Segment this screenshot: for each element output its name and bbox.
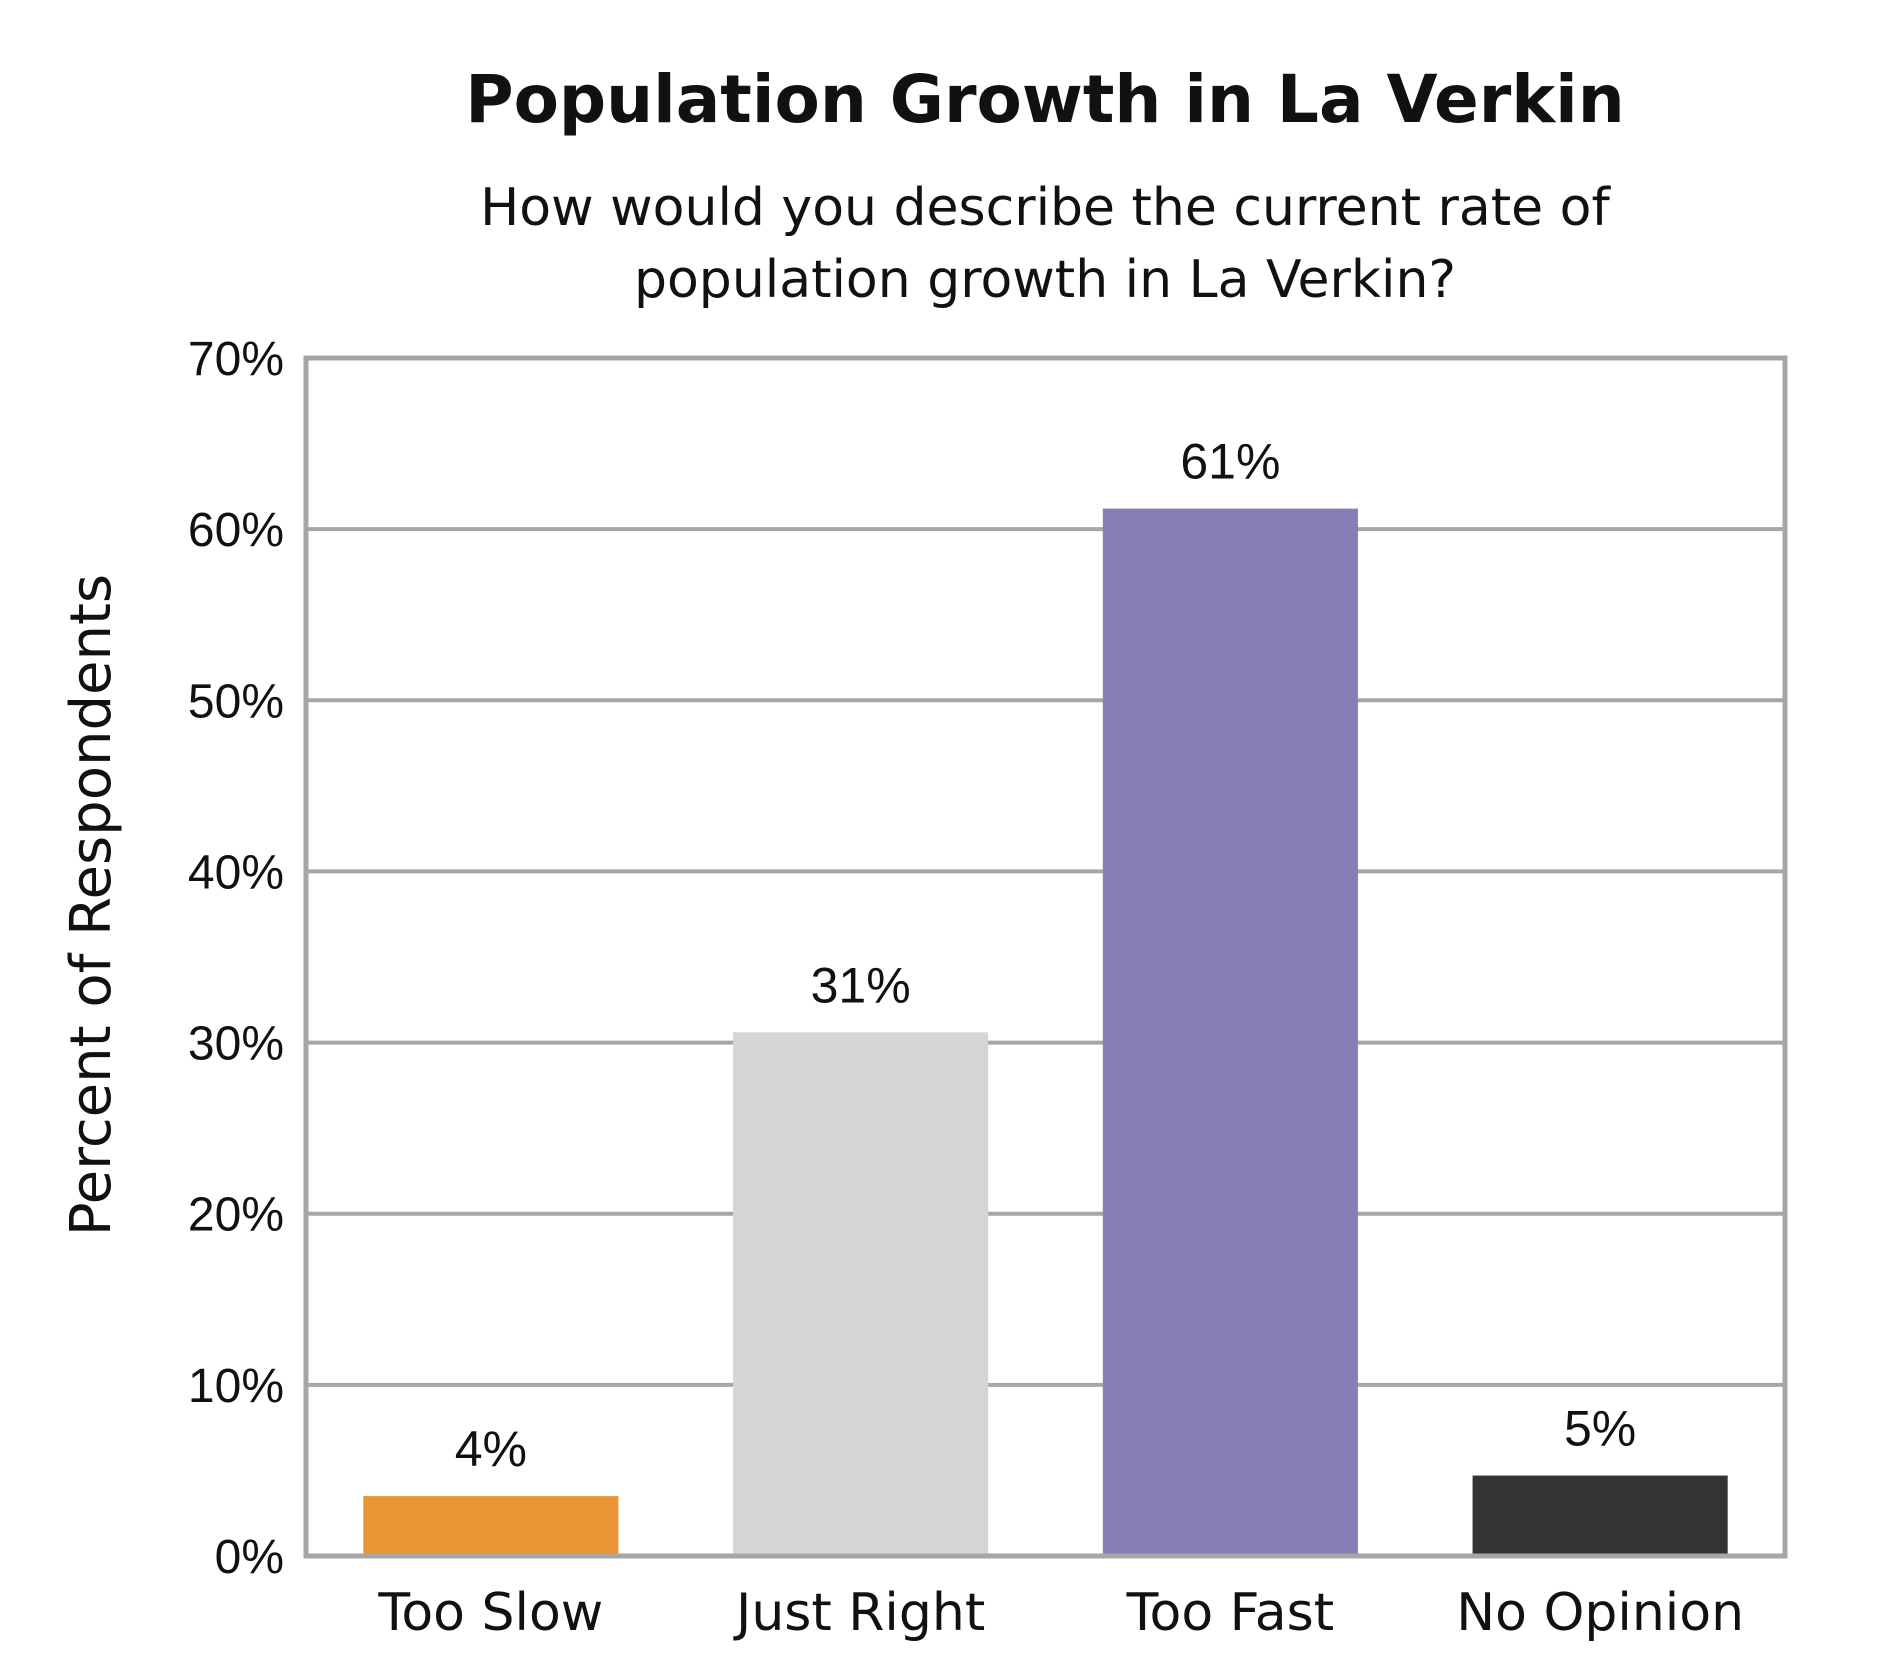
- data-label: 61%: [1180, 434, 1280, 490]
- chart-subtitle-line-2: population growth in La Verkin?: [634, 250, 1456, 310]
- plot-frame: [303, 355, 1788, 1559]
- chart-subtitle-line-1: How would you describe the current rate …: [480, 178, 1611, 238]
- y-tick-label: 10%: [188, 1360, 284, 1413]
- y-tick-label: 20%: [188, 1189, 284, 1242]
- y-tick-label: 70%: [188, 333, 284, 386]
- x-tick-label: No Opinion: [1456, 1583, 1744, 1643]
- y-tick-label: 60%: [188, 504, 284, 557]
- x-tick-label: Just Right: [733, 1583, 985, 1643]
- x-tick-label: Too Slow: [377, 1583, 603, 1643]
- bar: [1472, 1475, 1728, 1556]
- chart-title: Population Growth in La Verkin: [465, 61, 1625, 138]
- y-axis-ticks: 0% 10% 20% 30% 40% 50% 60% 70%: [188, 333, 284, 1584]
- y-tick-label: 40%: [188, 846, 284, 899]
- y-axis-label: Percent of Respondents: [59, 574, 124, 1236]
- bar: [363, 1496, 619, 1556]
- x-tick-label: Too Fast: [1126, 1583, 1335, 1643]
- data-label: 5%: [1564, 1401, 1636, 1457]
- gridlines: [306, 527, 1785, 1387]
- value-labels: 4% 31% 61% 5%: [455, 434, 1637, 1477]
- data-label: 31%: [811, 957, 911, 1013]
- x-axis-labels: Too Slow Just Right Too Fast No Opinion: [377, 1583, 1744, 1643]
- y-tick-label: 30%: [188, 1018, 284, 1071]
- bar: [733, 1032, 989, 1556]
- bars: [363, 508, 1728, 1556]
- y-tick-label: 50%: [188, 675, 284, 728]
- data-label: 4%: [455, 1421, 527, 1477]
- bar: [1102, 508, 1358, 1556]
- y-tick-label: 0%: [215, 1531, 284, 1584]
